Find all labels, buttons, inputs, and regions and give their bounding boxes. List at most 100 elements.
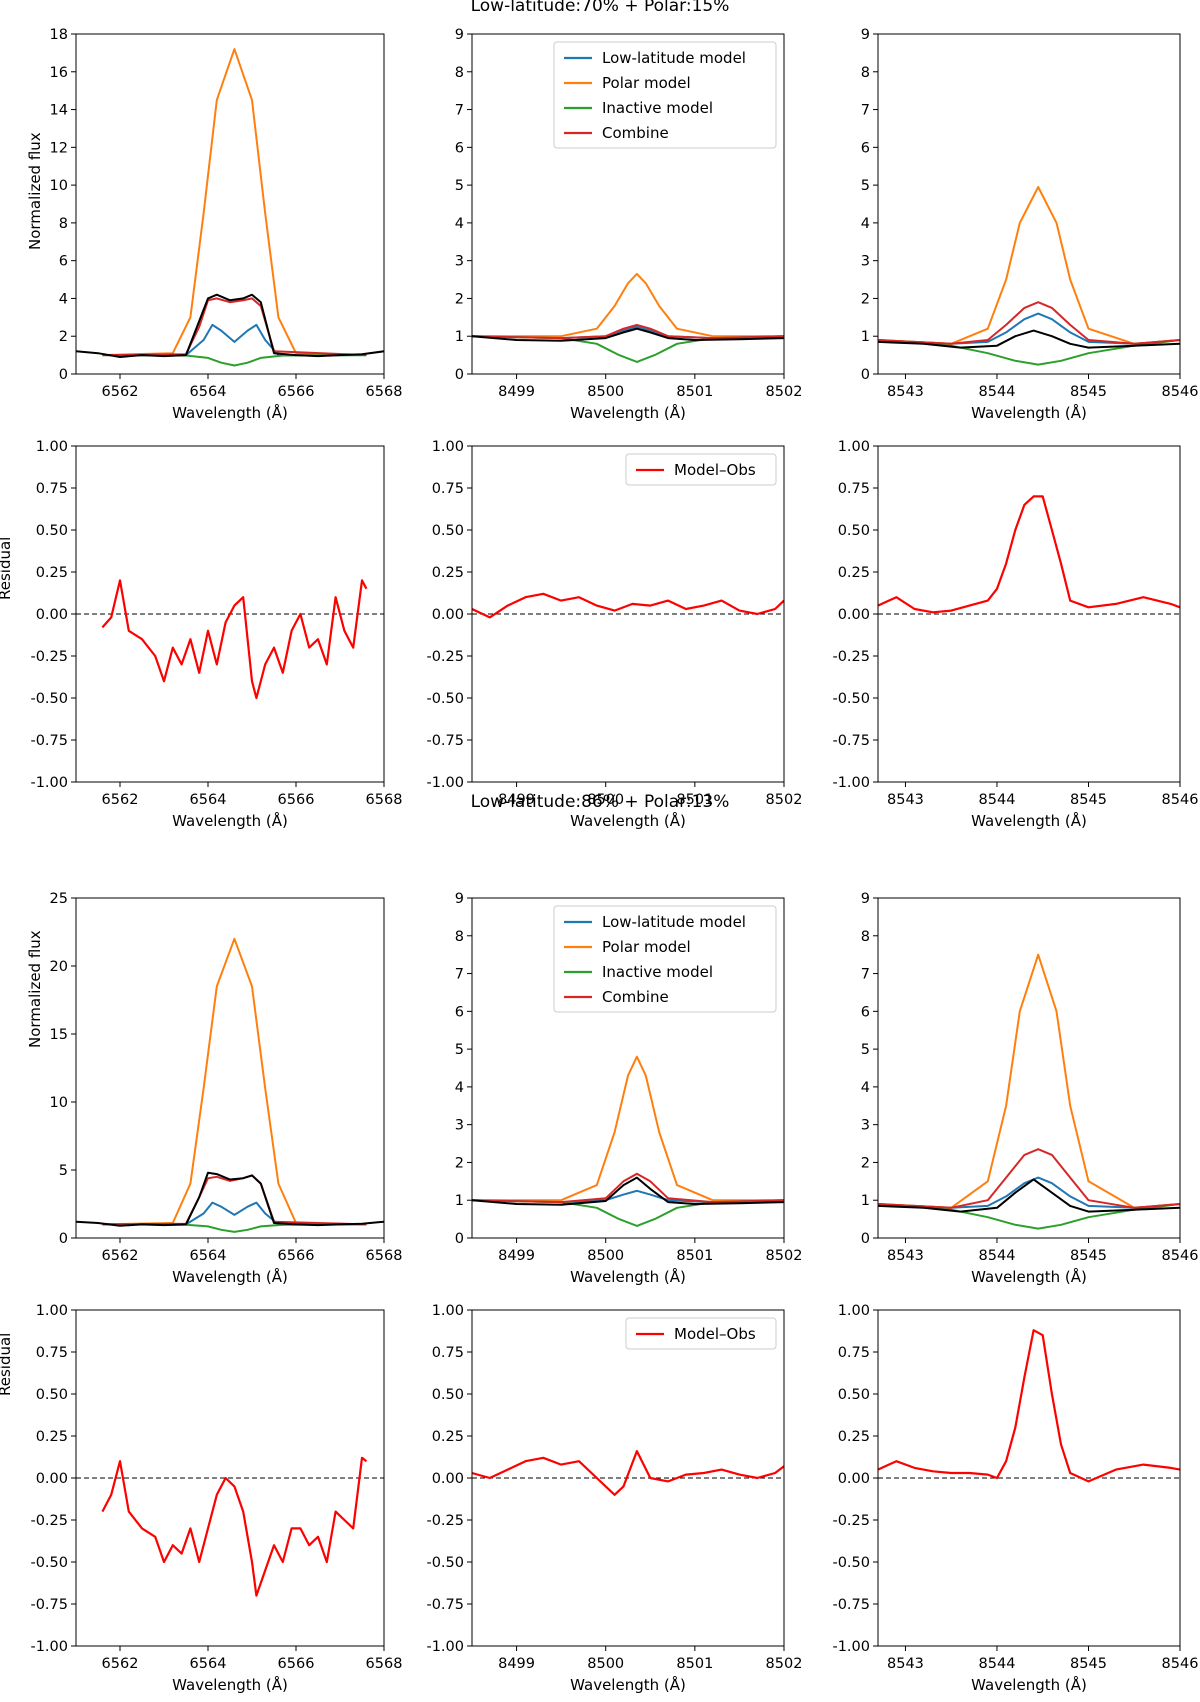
series-model-obs (878, 1329, 1180, 1483)
x-axis-label: Wavelength (Å) (971, 811, 1087, 830)
x-tick-label: 8546 (1162, 384, 1199, 400)
y-tick-label: 2 (455, 1155, 464, 1171)
series-group (76, 937, 384, 1233)
y-tick-label: 7 (455, 967, 464, 983)
y-tick-label: 0.00 (838, 607, 870, 623)
x-tick-label: 6562 (102, 1248, 139, 1264)
y-tick-label: -1.00 (30, 1639, 68, 1655)
y-tick-label: 1 (861, 329, 870, 345)
y-tick-label: 7 (455, 103, 464, 119)
y-tick-label: 10 (50, 178, 68, 194)
x-tick-label: 8501 (676, 1656, 713, 1672)
x-tick-label: 6566 (278, 792, 315, 808)
legend-label: Model–Obs (674, 461, 756, 479)
y-tick-label: 1.00 (36, 1303, 68, 1319)
panel-g1-8500-flux: 0 1 2 3 4 5 6 7 8 9 8499 8500 8501 8502 Wavelength (Å)… (455, 27, 803, 422)
y-tick-label: 1 (455, 329, 464, 345)
y-tick-label: -1.00 (832, 775, 870, 791)
group-title-2: Low-latitude:86% + Polar:13% (470, 792, 730, 812)
x-tick-label: 8544 (979, 792, 1016, 808)
y-tick-label: 0.00 (36, 1471, 68, 1487)
x-axis-label: Wavelength (Å) (172, 811, 288, 830)
y-tick-label: 0 (455, 367, 464, 383)
x-tick-label: 8501 (676, 792, 713, 808)
y-tick-label: 15 (50, 1027, 68, 1043)
axes-frame (75, 897, 385, 1239)
series-model-obs (101, 579, 368, 700)
series-group (878, 186, 1180, 366)
series-low-latitude-model (878, 1176, 1180, 1209)
series-observed (76, 1171, 384, 1227)
y-tick-label: 6 (861, 140, 870, 156)
legend-box (553, 41, 777, 149)
panel-g1-halpha-res: -1.00 -0.75 -0.50 -0.25 0.00 0.25 0.50 0.75 1.00… (30, 439, 402, 830)
y-tick-label: -0.25 (832, 649, 870, 665)
y-tick-label: 3 (455, 254, 464, 270)
y-tick-label: 3 (455, 1118, 464, 1134)
series-observed (472, 327, 784, 342)
y-tick-label: 0.00 (36, 607, 68, 623)
x-axis-label: Wavelength (Å) (971, 1267, 1087, 1286)
x-tick-label: 6562 (102, 792, 139, 808)
panel-g2-halpha-res: -1.00 -0.75 -0.50 -0.25 0.00 0.25 0.50 0.75 1.00… (30, 1303, 402, 1694)
x-axis-label: Wavelength (Å) (172, 1267, 288, 1286)
y-tick-label: 16 (50, 65, 68, 81)
group-title-1: Low-latitude:70% + Polar:15% (470, 0, 730, 16)
legend: Model–Obs (625, 453, 777, 486)
x-tick-label: 8543 (887, 384, 924, 400)
y-tick-label: 0.75 (36, 481, 68, 497)
y-tick-label: -0.25 (30, 1513, 68, 1529)
y-tick-label: 9 (861, 891, 870, 907)
series-polar-model (878, 953, 1180, 1209)
x-tick-label: 8500 (587, 384, 624, 400)
x-tick-label: 8500 (587, 1248, 624, 1264)
x-tick-label: 8544 (979, 384, 1016, 400)
y-tick-label: 0 (861, 1231, 870, 1247)
series-model-obs (878, 495, 1180, 614)
legend-label: Low-latitude model (602, 49, 746, 67)
y-tick-label: -0.50 (832, 691, 870, 707)
x-tick-label: 8502 (766, 792, 803, 808)
x-axis-label: Wavelength (Å) (570, 403, 686, 422)
y-tick-label: 5 (861, 178, 870, 194)
x-tick-label: 8544 (979, 1248, 1016, 1264)
series-combine (102, 297, 367, 357)
y-tick-label: 0.00 (432, 607, 464, 623)
y-tick-label: 1.00 (432, 1303, 464, 1319)
legend: Model–Obs (625, 1317, 777, 1350)
series-combine (878, 301, 1180, 345)
y-tick-label: -0.25 (30, 649, 68, 665)
legend-label: Inactive model (602, 99, 713, 117)
y-tick-label: -0.50 (426, 1555, 464, 1571)
series-model-obs (472, 592, 784, 619)
y-tick-label: -0.75 (832, 733, 870, 749)
y-tick-label: -0.50 (30, 691, 68, 707)
axes-frame (471, 33, 785, 375)
x-tick-label: 8499 (498, 792, 535, 808)
series-observed (76, 293, 384, 358)
series-group (472, 592, 784, 619)
y-tick-label: -1.00 (30, 775, 68, 791)
y-tick-label: -1.00 (426, 1639, 464, 1655)
x-tick-label: 8545 (1070, 1248, 1107, 1264)
series-combine (102, 1174, 367, 1226)
x-axis-label: Wavelength (Å) (570, 1267, 686, 1286)
y-tick-label: 1 (455, 1193, 464, 1209)
y-tick-label: 8 (861, 65, 870, 81)
x-axis-label: Wavelength (Å) (172, 1675, 288, 1694)
legend-label: Low-latitude model (602, 913, 746, 931)
x-tick-label: 8501 (676, 384, 713, 400)
panel-g2-8544-flux: 0 1 2 3 4 5 6 7 8 9 8543 8544 8545 8546 Wavelength (Å) (861, 891, 1199, 1286)
legend-label: Combine (602, 988, 669, 1006)
y-tick-label: 25 (50, 891, 68, 907)
x-tick-label: 6564 (190, 1248, 227, 1264)
x-axis-label: Wavelength (Å) (570, 811, 686, 830)
y-tick-label: 0.25 (432, 1429, 464, 1445)
y-tick-label: 0 (59, 367, 68, 383)
y-tick-label: 0.75 (838, 481, 870, 497)
y-tick-label: 0 (861, 367, 870, 383)
y-tick-label: 9 (455, 891, 464, 907)
panel-g2-8500-flux: 0 1 2 3 4 5 6 7 8 9 8499 8500 8501 8502 Wavelength (Å)… (455, 891, 803, 1286)
panel-g1-8544-flux: 0 1 2 3 4 5 6 7 8 9 8543 8544 8545 8546 Wavelength (Å) (861, 27, 1199, 422)
series-combine (878, 1148, 1180, 1209)
